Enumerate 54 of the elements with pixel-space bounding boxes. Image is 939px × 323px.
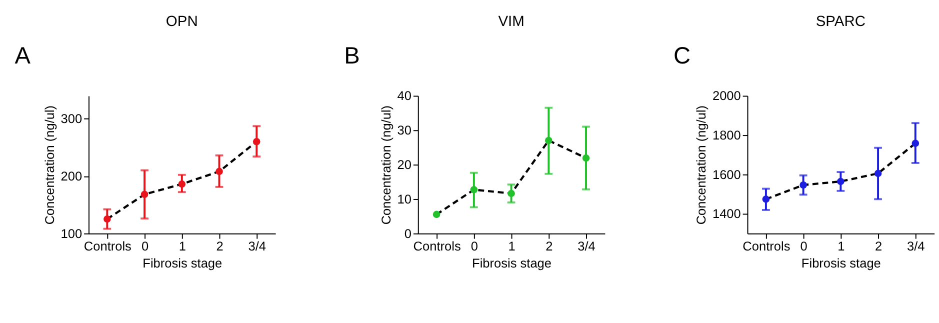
x-tick-label: 2	[546, 238, 553, 254]
x-tick-label: 2	[216, 238, 224, 254]
point	[104, 215, 111, 223]
y-axis-title: Concentration (ng/ul)	[42, 105, 57, 225]
text: A	[14, 42, 31, 68]
y-axis-title: Concentration (ng/ul)	[694, 105, 709, 225]
x-tick-label: 0	[800, 238, 808, 254]
point	[874, 170, 882, 178]
x-tick-label: 0	[141, 238, 149, 254]
x-tick-label: 1	[508, 238, 516, 254]
point	[837, 178, 844, 186]
y-tick-label: 2000	[712, 88, 741, 104]
x-axis-title: Fibrosis stage	[801, 255, 881, 270]
point	[178, 180, 186, 188]
y-tick-label: 1600	[712, 166, 741, 182]
y-tick-label: 0	[404, 226, 412, 241]
chart-title: VIM	[498, 14, 524, 30]
x-axis-title: Fibrosis stage	[142, 255, 222, 270]
y-tick-label: 30	[397, 122, 412, 138]
y-tick-label: 200	[60, 168, 82, 184]
x-tick-label: 3/4	[907, 238, 925, 254]
point	[800, 181, 807, 189]
point	[252, 138, 260, 146]
y-tick-label: 300	[60, 111, 82, 126]
point	[432, 210, 440, 218]
x-axis-title: Fibrosis stage	[472, 255, 552, 270]
x-tick-label: 2	[874, 238, 882, 254]
text: B	[344, 42, 360, 68]
text: C	[674, 42, 691, 68]
chart-title: OPN	[166, 14, 198, 30]
y-tick-label: 1800	[712, 127, 741, 142]
x-tick-label: 1	[838, 238, 845, 254]
y-tick-label: 40	[397, 88, 412, 104]
point	[140, 190, 148, 198]
x-tick-label: Controls	[413, 238, 461, 254]
chart-title: SPARC	[816, 14, 866, 30]
point	[545, 136, 552, 144]
y-tick-label: 100	[60, 226, 82, 241]
point	[912, 140, 920, 147]
x-tick-label: 1	[178, 238, 186, 254]
y-tick-label: 1400	[712, 206, 741, 222]
y-axis-title: Concentration (ng/ul)	[378, 105, 394, 225]
y-tick-label: 10	[397, 191, 412, 206]
point	[216, 168, 223, 176]
point	[508, 190, 515, 198]
x-tick-label: Controls	[84, 238, 132, 254]
point	[582, 154, 590, 162]
x-tick-label: 0	[470, 238, 478, 254]
x-tick-label: 3/4	[248, 238, 266, 254]
point	[470, 186, 478, 194]
x-tick-label: Controls	[742, 238, 790, 254]
point	[762, 196, 770, 203]
x-tick-label: 3/4	[578, 238, 596, 254]
y-tick-label: 20	[397, 156, 412, 172]
